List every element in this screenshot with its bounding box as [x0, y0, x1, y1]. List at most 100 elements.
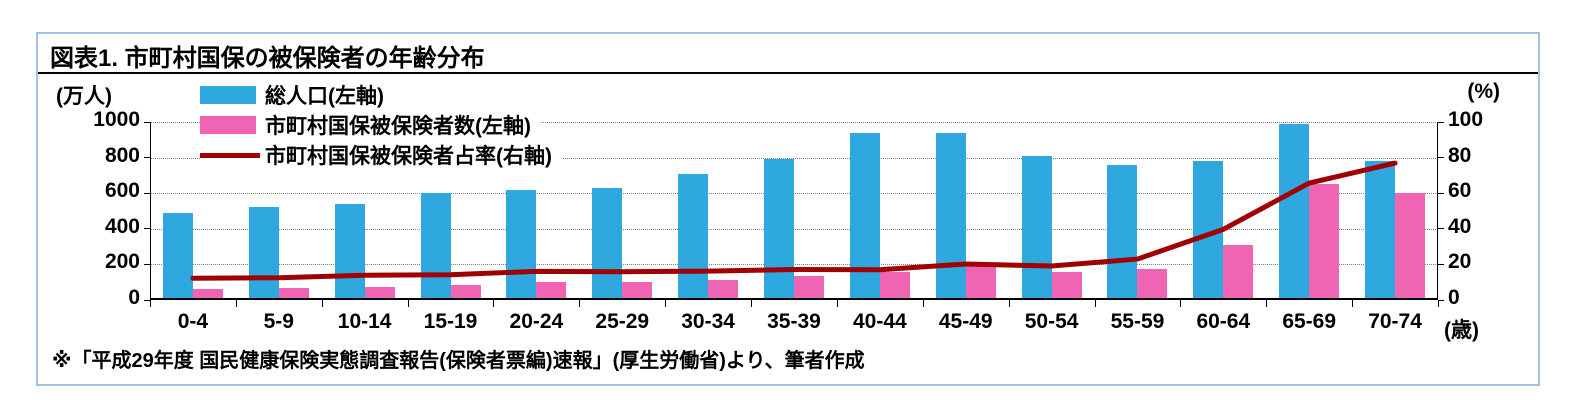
x-axis-tick [1438, 300, 1439, 307]
right-axis-tick [1438, 228, 1444, 230]
population-swatch-icon [200, 86, 256, 104]
x-axis-tick [1352, 300, 1354, 307]
x-axis-category-label: 65-69 [1282, 310, 1337, 333]
right-axis-tick [1438, 121, 1444, 123]
insured-bar [278, 288, 309, 300]
right-axis-tick-label: 20 [1448, 250, 1472, 274]
right-axis-tick-label: 60 [1448, 179, 1472, 203]
right-axis-unit-label: (%) [1467, 80, 1500, 103]
x-axis-category-label: 45-49 [938, 310, 993, 333]
left-axis-tick [144, 192, 150, 194]
population-bar [935, 132, 966, 300]
x-axis-tick [321, 300, 323, 307]
x-axis-tick [493, 300, 495, 307]
population-bar [334, 203, 365, 300]
title-divider [38, 72, 1538, 74]
right-axis-tick-label: 80 [1448, 143, 1472, 167]
x-axis-category-label: 60-64 [1196, 310, 1251, 333]
y-axis-left-line [150, 122, 151, 300]
left-axis-tick-label: 200 [104, 250, 140, 274]
right-axis-tick-label: 100 [1448, 108, 1484, 131]
insured-bar [622, 282, 653, 300]
ratio-line-swatch-icon [200, 152, 260, 158]
x-axis-tick [1008, 300, 1010, 307]
insured-bar [364, 286, 395, 300]
x-axis-category-label: 35-39 [767, 310, 821, 333]
insured-bar [1309, 184, 1340, 300]
right-axis-tick-label: 40 [1448, 214, 1472, 238]
x-axis-tick [751, 300, 753, 307]
legend-item-population: 総人口(左軸) [200, 80, 394, 110]
population-bar [1279, 123, 1310, 300]
insured-bar [1395, 193, 1426, 300]
x-axis-tick [1180, 300, 1182, 307]
x-axis-tick [1094, 300, 1096, 307]
right-axis-tick [1438, 157, 1444, 159]
insured-bar [1051, 272, 1082, 300]
insured-bar [708, 279, 739, 300]
right-axis-tick-label: 0 [1448, 286, 1460, 309]
insured-bar [536, 282, 567, 300]
population-bar [1107, 164, 1138, 300]
x-axis-tick [836, 300, 838, 307]
x-axis-category-label: 70-74 [1368, 310, 1422, 333]
population-bar [162, 212, 193, 300]
insured-bar [450, 284, 481, 300]
x-axis-category-label: 25-29 [595, 310, 650, 333]
legend-label-ratio: 市町村国保被保険者占率(右軸) [265, 145, 552, 168]
x-axis-category-label: 0-4 [177, 310, 209, 333]
x-axis-category-label: 55-59 [1110, 310, 1165, 333]
x-axis-tick [665, 300, 667, 307]
y-axis-right-line [1437, 122, 1438, 300]
x-axis-category-label: 30-34 [681, 310, 735, 333]
population-bar [1365, 161, 1396, 300]
right-axis-tick [1438, 299, 1444, 301]
x-axis-tick [407, 300, 409, 307]
figure-box: 図表1. 市町村国保の被保険者の年齢分布 (万人) (%) 総人口(左軸) 市町… [36, 32, 1540, 386]
insured-bar [965, 266, 996, 300]
left-axis-tick-label: 0 [128, 286, 140, 309]
left-axis-tick [144, 263, 150, 265]
x-axis-category-label: 5-9 [263, 310, 294, 333]
legend-item-ratio: 市町村国保被保険者占率(右軸) [200, 140, 562, 170]
insured-bar [1223, 244, 1254, 300]
x-axis-tick [235, 300, 237, 307]
x-axis-line [150, 298, 1438, 300]
x-axis-tick [1266, 300, 1268, 307]
population-bar [1021, 155, 1052, 300]
left-axis-tick-label: 1000 [93, 108, 140, 131]
left-axis-tick-label: 800 [104, 143, 140, 167]
x-axis-tick [922, 300, 924, 307]
chart-title: 図表1. 市町村国保の被保険者の年齢分布 [50, 45, 485, 72]
x-axis-category-label: 40-44 [852, 310, 907, 333]
population-bar [420, 193, 451, 300]
x-axis-category-label: 20-24 [509, 310, 564, 333]
population-bar [678, 173, 709, 300]
legend: 総人口(左軸) 市町村国保被保険者数(左軸) 市町村国保被保険者占率(右軸) [200, 80, 562, 170]
right-axis-tick [1438, 192, 1444, 194]
left-axis-tick [144, 157, 150, 159]
left-axis-tick [144, 121, 150, 123]
grid-line [150, 157, 1438, 159]
legend-label-population: 総人口(左軸) [265, 85, 384, 108]
grid-line [150, 122, 1438, 123]
legend-item-insured: 市町村国保被保険者数(左軸) [200, 110, 541, 140]
insured-bar [1137, 268, 1168, 300]
grid-line [150, 193, 1438, 195]
left-axis-unit-label: (万人) [56, 85, 112, 108]
left-axis-tick [144, 228, 150, 230]
population-bar [248, 207, 279, 300]
insured-bar [879, 271, 910, 300]
x-axis-category-label: 15-19 [423, 310, 478, 333]
x-axis-tick [579, 300, 581, 307]
legend-label-insured: 市町村国保被保険者数(左軸) [265, 115, 531, 138]
left-axis-tick-label: 400 [104, 214, 140, 238]
population-bar [592, 187, 623, 300]
x-axis-category-label: 10-14 [337, 310, 392, 333]
population-bar [764, 159, 794, 300]
x-axis-unit-label: (歳) [1444, 319, 1479, 342]
right-axis-tick [1438, 263, 1444, 265]
left-axis-tick [144, 299, 150, 301]
insured-bar [794, 275, 824, 300]
grid-line [150, 228, 1438, 230]
